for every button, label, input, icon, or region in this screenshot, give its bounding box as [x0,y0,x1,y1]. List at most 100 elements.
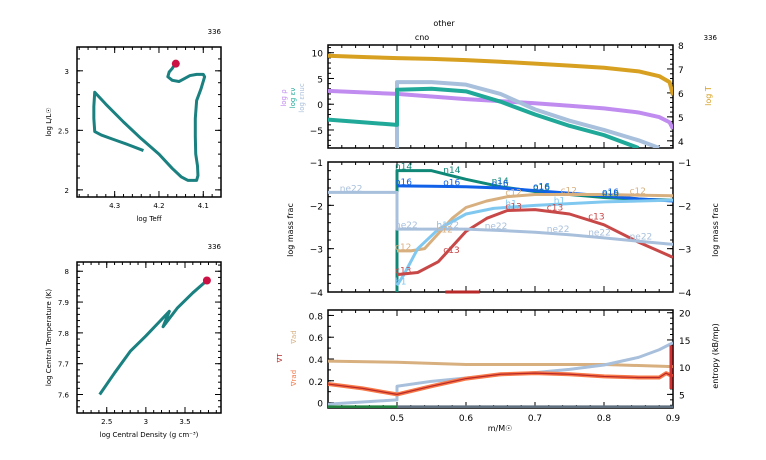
abundance-line-label-c12: c12 [630,187,646,197]
profile-top-left-label: log εnuc [298,83,306,113]
abundance-right-tick-label: −2 [678,202,691,212]
center-track-line [98,279,208,396]
abundance-y-tick-label: −1 [310,159,323,169]
abundance-line-ne22 [328,190,673,246]
center-y-tick-label: 7.8 [58,330,69,338]
figure-subtitle: cno [415,33,429,42]
abundance-line-label-o16: o16 [602,188,619,198]
center-x-axis-label: log Central Density (g cm⁻³) [100,431,199,439]
abundance-line-label-c13: c13 [443,246,459,256]
profile-top-left-label: log εν [289,88,297,109]
profile-top-right-tick-label: 4 [678,138,684,148]
abundance-line-o16 [396,184,673,203]
abundance-line-label-ne22: ne22 [436,221,459,231]
abundance-line-c12 [397,193,673,253]
gradients-x-tick-label: 0.8 [597,414,612,424]
gradients-left-label: ∇rad [290,370,298,387]
gradients-right-tick-label: 20 [679,310,691,320]
gradients-y-tick-label: 0 [317,400,323,410]
abundance-y-tick-label: −3 [310,246,323,256]
abundance-line-label-n14: o16 [602,190,619,200]
abundance-line-label-c12: c12 [505,189,521,199]
profile-top-left-label: log ρ [280,89,288,107]
center-x-tick-label: 3 [144,418,148,426]
abundance-right-tick-label: −3 [678,246,691,256]
center-y-tick-label: 7.7 [58,361,69,369]
profile-top-y-tick-label: 10 [312,50,324,60]
gradients-y-tick-label: 0.8 [309,312,324,322]
hr-track-line [92,62,207,182]
abundance-line-label-h1: h1 [395,278,406,288]
center-frame [76,261,222,414]
gradients-x-tick-label: 0.9 [666,414,681,424]
abundance-right-tick-label: −1 [678,159,691,169]
profile-abundance-frame-group: −4 −4 −3 −3 −2 −2 −1 −1 log mass frac log mass fr… [286,159,720,299]
center-x-tick-label: 3.5 [179,418,190,426]
center-y-tick-label: 7.9 [58,299,69,307]
abundance-line-label-c12: c12 [395,243,411,253]
abundance-line-label-h1: h1 [436,221,447,231]
abundance-line-label-o16: o16 [395,178,412,188]
profile-top-right-tick-label: 6 [678,90,684,100]
center-y-tick-label: 8 [65,268,69,276]
abundance-line-label-h1: h1 [505,199,516,209]
hr-x-tick-label: 4.3 [109,202,120,210]
abundance-line-label-n14: n14 [443,166,460,176]
abundance-line-label-c12: c12 [561,187,577,197]
abundance-line-label-ne22: ne22 [485,222,508,232]
gradients-right-tick-label: 10 [679,364,691,374]
center-frame-group: 2.5 3 3.5 7.6 7.7 7.8 7.9 8 log Central Density … [45,243,222,439]
abundance-line-label-h1: h1 [554,196,565,206]
hr-y-axis-label: log L/L☉ [45,107,53,136]
abundance-line-label-c13: c13 [505,203,521,213]
profile-top-right-tick-label: 5 [678,114,684,124]
center-y-axis-label: log Central Temperature (K) [45,289,53,386]
gradients-x-axis-label: m/M☉ [488,424,513,433]
hr-y-tick-label: 3 [65,68,69,76]
gradients-right-tick-label: 5 [679,391,685,401]
abundance-line-label-n14: o16 [533,183,550,193]
abundance-line-c13 [396,208,673,277]
profile-gradients-frame-group: 0.5 0.6 0.7 0.8 0.9 0 0.2 0.4 0.6 0.8 5 10 15 20 m/M☉ e… [276,309,720,433]
abundance-line-label-o16: o16 [443,178,460,188]
gradients-x-tick-label: 0.5 [390,414,404,424]
abundance-line-h1 [395,198,673,287]
profile-abundance-frame [327,161,674,293]
hr-current-marker [171,59,180,68]
hr-y-tick-label: 2 [65,187,69,195]
abundance-right-tick-label: −4 [678,289,692,299]
abundance-y-tick-label: −2 [310,202,323,212]
profile-top-lines [328,53,673,148]
profile-top-line-log-eps_nu [328,86,640,148]
figure-title: other [433,19,455,28]
profile-top-right-tick-label: 8 [678,42,684,52]
profile-top-frame [327,44,674,149]
abundance-line-label-c13: c13 [547,203,563,213]
abundance-line-label-ne22: ne22 [340,184,363,194]
hr-x-tick-label: 4.2 [153,202,164,210]
abundance-y-tick-label: −4 [310,289,324,299]
gradients-line-grad_T [328,372,673,395]
abundance-line-label-ne22: ne22 [395,221,418,231]
hr-frame-group: 4.3 4.2 4.1 2 2.5 3 log Teff log L/L☉ 336 [45,28,222,223]
abundance-line-label-c13: c13 [395,267,411,277]
gradients-y-tick-label: 0.4 [309,356,324,366]
profile-top-y-tick-label: 0 [317,101,323,111]
hr-title: 336 [208,28,222,36]
profile-top-line-log-eps_nuc [395,80,660,148]
abundance-line-label-c12: c12 [436,226,452,236]
gradients-right-tick-label: 15 [679,337,690,347]
abundance-line-label-o16: o16 [492,180,509,190]
gradients-left-label: ∇T [276,353,284,364]
profile-top-line-log-T [328,53,673,96]
hr-x-axis-label: log Teff [136,215,161,223]
gradients-lines [328,341,673,408]
abundance-right-axis-label: log mass frac [711,203,720,257]
abundance-line-label-ne22: ne22 [588,229,611,239]
gradients-right-axis-label: entropy (kB/mp) [711,323,720,388]
abundance-line-label-n14: n14 [395,163,412,173]
center-title: 336 [208,243,222,251]
gradients-left-label: ∇ad [290,330,298,344]
